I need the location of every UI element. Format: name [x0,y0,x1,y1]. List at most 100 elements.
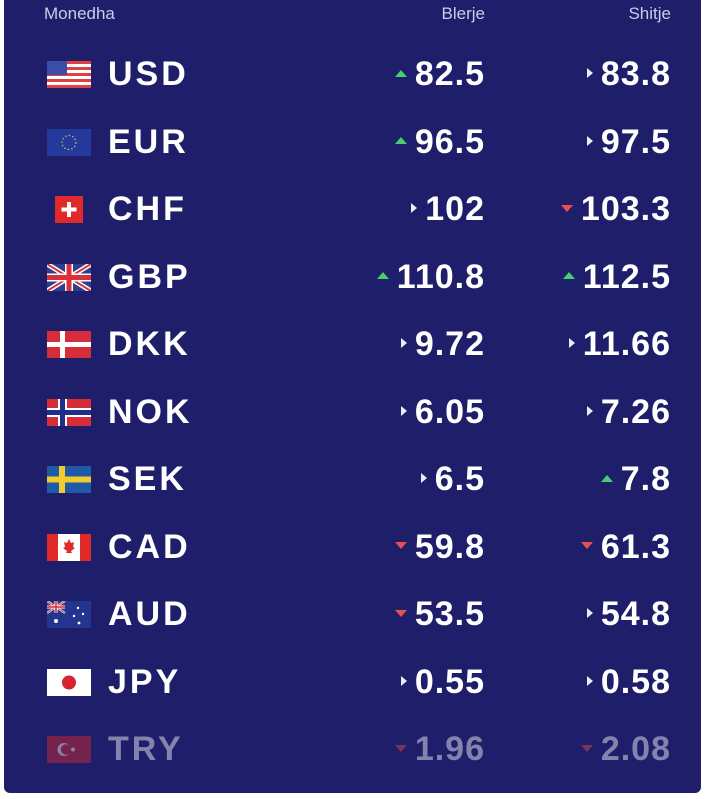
ch-flag-icon [47,196,91,223]
header-currency: Monedha [44,4,115,23]
trend-down-icon [394,542,407,550]
eu-flag-icon [47,128,91,156]
sell-rate-value: 103.3 [580,190,671,228]
tr-flag-icon [47,736,91,763]
sell-rate-value: 112.5 [582,257,671,296]
currency-row-eur: EUR 96.5 97.5 [4,109,701,176]
sell-rate-cell: 112.5 [562,257,671,297]
currency-code: USD [108,55,189,93]
header-buy: Blerje [441,4,485,23]
trend-down-icon [394,744,407,752]
sell-rate-value: 0.58 [600,662,671,701]
sell-rate-value: 83.8 [600,55,671,93]
sell-rate-cell: 7.8 [600,460,671,499]
trend-neutral-icon [411,203,418,214]
sell-rate-cell: 0.58 [586,662,671,702]
trend-neutral-icon [420,473,427,484]
gb-flag-icon [47,263,91,291]
currency-row-nok: NOK 6.05 7.26 [4,379,701,446]
currency-code: JPY [108,662,182,701]
currency-row-aud: AUD 53.5 54.8 [4,581,701,648]
currency-row-chf: CHF 102 103.3 [4,176,701,243]
trend-neutral-icon [400,338,407,349]
trend-neutral-icon [400,675,407,686]
trend-neutral-icon [586,135,593,146]
trend-neutral-icon [586,608,593,619]
sell-rate-value: 7.26 [600,392,671,431]
buy-rate-value: 102 [425,190,485,228]
currency-code: AUD [108,595,191,633]
trend-neutral-icon [586,675,593,686]
trend-up-icon [600,474,613,482]
currency-row-try: TRY 1.96 2.08 [4,716,701,783]
sell-rate-cell: 97.5 [586,122,671,162]
currency-code: CHF [108,190,187,228]
currency-row-cad: CAD 59.8 61.3 [4,514,701,581]
buy-rate-cell: 6.5 [420,460,485,499]
sell-rate-cell: 11.66 [568,325,671,364]
trend-neutral-icon [586,405,593,416]
sell-rate-cell: 2.08 [580,730,671,769]
trend-up-icon [376,272,389,280]
buy-rate-value: 53.5 [414,595,485,633]
currency-code: SEK [108,460,187,498]
sell-rate-value: 11.66 [582,325,671,363]
buy-rate-value: 1.96 [414,730,485,768]
table-header: Monedha Blerje Shitje [4,4,701,30]
trend-down-icon [394,609,407,617]
buy-rate-cell: 102 [411,190,485,229]
sell-rate-cell: 61.3 [580,527,671,567]
buy-rate-cell: 96.5 [394,122,485,162]
buy-rate-value: 110.8 [396,257,485,296]
currency-row-gbp: GBP 110.8 112.5 [4,244,701,311]
currency-row-usd: USD 82.5 83.8 [4,41,701,108]
buy-rate-cell: 110.8 [376,257,485,297]
currency-row-jpy: JPY 0.55 0.58 [4,649,701,716]
trend-up-icon [394,69,407,77]
sell-rate-cell: 103.3 [560,190,671,229]
trend-down-icon [580,744,593,752]
buy-rate-value: 82.5 [414,55,485,93]
buy-rate-cell: 9.72 [400,325,485,364]
buy-rate-cell: 6.05 [400,392,485,432]
buy-rate-value: 0.55 [414,662,485,701]
se-flag-icon [47,466,91,493]
buy-rate-cell: 1.96 [394,730,485,769]
sell-rate-value: 54.8 [600,595,671,633]
ca-flag-icon [47,533,91,561]
currency-code: EUR [108,122,189,161]
buy-rate-value: 96.5 [414,122,485,161]
sell-rate-cell: 7.26 [586,392,671,432]
sell-rate-value: 2.08 [600,730,671,768]
buy-rate-cell: 53.5 [394,595,485,634]
sell-rate-value: 97.5 [600,122,671,161]
buy-rate-cell: 0.55 [400,662,485,702]
sell-rate-value: 61.3 [600,527,671,566]
header-sell: Shitje [628,4,671,23]
au-flag-icon [47,601,91,628]
dk-flag-icon [47,331,91,358]
currency-row-sek: SEK 6.5 7.8 [4,446,701,513]
trend-neutral-icon [568,338,575,349]
exchange-rate-board: Monedha Blerje Shitje USD 82.5 83.8 EUR 96.5… [4,0,701,793]
trend-down-icon [560,204,573,212]
trend-up-icon [562,272,575,280]
no-flag-icon [47,398,91,426]
buy-rate-value: 6.5 [434,460,485,498]
currency-row-dkk: DKK 9.72 11.66 [4,311,701,378]
jp-flag-icon [47,668,91,696]
currency-code: CAD [108,527,191,566]
currency-code: GBP [108,257,191,296]
sell-rate-value: 7.8 [620,460,671,498]
us-flag-icon [47,61,91,88]
buy-rate-cell: 59.8 [394,527,485,567]
trend-neutral-icon [400,405,407,416]
sell-rate-cell: 83.8 [586,55,671,94]
buy-rate-cell: 82.5 [394,55,485,94]
trend-up-icon [394,137,407,145]
buy-rate-value: 6.05 [414,392,485,431]
buy-rate-value: 59.8 [414,527,485,566]
currency-code: TRY [108,730,184,768]
trend-neutral-icon [586,68,593,79]
currency-code: DKK [108,325,191,363]
